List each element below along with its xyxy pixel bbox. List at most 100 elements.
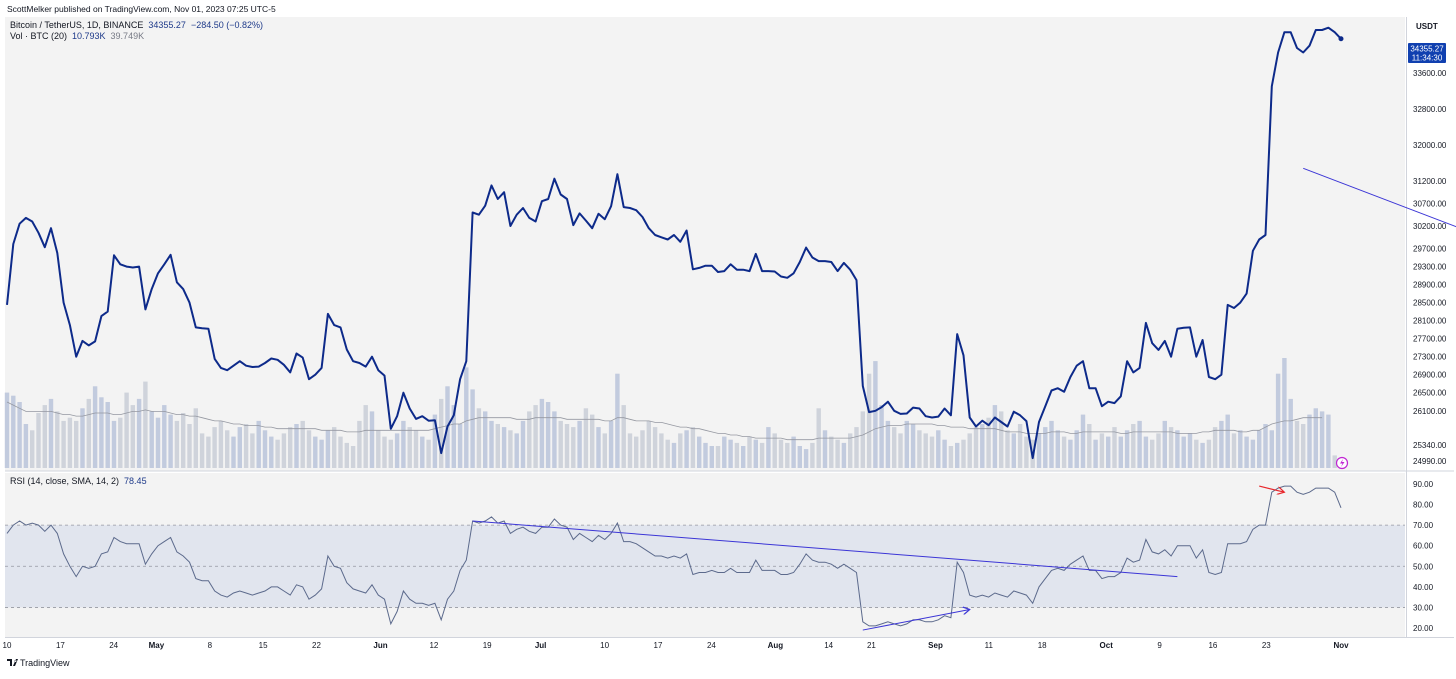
volume-bar	[357, 420, 362, 468]
volume-bar	[111, 420, 117, 468]
volume-bar	[275, 439, 280, 468]
volume-bar	[332, 427, 337, 468]
volume-bar	[652, 427, 658, 468]
volume-bar	[394, 433, 400, 468]
volume-bar	[1225, 414, 1230, 468]
volume-bar	[1263, 424, 1268, 468]
volume-bar	[30, 430, 35, 468]
price-tick-label: 25340.00	[1413, 441, 1447, 450]
rsi-line	[6, 485, 1342, 627]
volume-bar	[426, 439, 431, 468]
volume-bar	[162, 405, 167, 468]
volume-bar	[741, 446, 746, 468]
volume-bar	[1288, 398, 1293, 468]
axis-layer: 24990.0025340.0026100.0026500.0026900.00…	[3, 69, 1447, 650]
volume-bar	[17, 402, 22, 468]
volume-bar	[848, 433, 853, 468]
volume-bar	[464, 367, 469, 468]
price-tick-label: 32800.00	[1413, 105, 1447, 114]
price-tick-label: 29700.00	[1413, 245, 1447, 254]
volume-bar	[74, 420, 79, 468]
volume-bar	[980, 424, 985, 468]
rsi-tick-label: 90.00	[1413, 480, 1434, 489]
volume-bar	[810, 442, 815, 468]
time-tick-label: Oct	[1100, 641, 1114, 650]
price-change: −284.50 (−0.82%)	[191, 20, 263, 30]
price-tick-label: 26500.00	[1413, 389, 1447, 398]
volume-bar	[527, 411, 532, 468]
volume-bar	[237, 427, 242, 468]
volume-ma-line	[6, 401, 1323, 441]
volume-bar	[1231, 433, 1237, 468]
volume-bar	[118, 417, 123, 468]
price-trendline	[1303, 167, 1456, 228]
volume-bar	[388, 439, 393, 468]
volume-bar	[55, 411, 60, 468]
volume-bar	[1275, 373, 1281, 468]
volume-bar	[432, 414, 438, 468]
volume-bar	[892, 427, 897, 468]
volume-bar	[1080, 414, 1086, 468]
price-line	[6, 26, 1342, 460]
publisher-line: ScottMelker published on TradingView.com…	[7, 4, 276, 14]
volume-bar	[1206, 439, 1212, 468]
volume-bar	[439, 398, 444, 468]
volume-bar	[350, 446, 356, 468]
volume-bar	[697, 436, 702, 468]
volume-bar	[1181, 436, 1186, 468]
volume-bar	[772, 433, 777, 468]
volume-bar	[1036, 433, 1042, 468]
price-tick-label: 26900.00	[1413, 371, 1447, 380]
volume-bar	[206, 436, 211, 468]
volume-bar	[621, 405, 626, 468]
volume-bar	[898, 433, 903, 468]
volume-bar	[300, 420, 305, 468]
rsi-tick-label: 70.00	[1413, 521, 1434, 530]
volume-bar	[1093, 439, 1098, 468]
volume-bar	[470, 389, 475, 468]
volume-bar	[256, 420, 261, 468]
volume-bar	[136, 398, 142, 468]
volume-bar	[149, 411, 154, 468]
volume-bar	[791, 436, 796, 468]
volume-bar	[225, 430, 230, 468]
volume-bar	[1244, 436, 1249, 468]
volume-bar	[1294, 420, 1300, 468]
volume-bar	[281, 433, 287, 468]
volume-bar	[904, 420, 909, 468]
volume-bar	[187, 424, 192, 468]
volume-bar	[495, 424, 500, 468]
currency-badge[interactable]: USDT	[1416, 22, 1438, 31]
last-price-badge-countdown: 11:34:30	[1412, 54, 1443, 63]
time-tick-label: 10	[3, 641, 12, 650]
rsi-trendline	[472, 520, 1178, 578]
price-tick-label: 26100.00	[1413, 407, 1447, 416]
volume-bar	[1043, 427, 1048, 468]
volume-bar	[948, 446, 954, 468]
volume-bar	[181, 413, 186, 468]
symbol-name: Bitcoin / TetherUS, 1D, BINANCE	[10, 20, 143, 30]
tradingview-logo-text: TradingView	[20, 658, 70, 668]
volume-bar	[1068, 439, 1073, 468]
alert-icon[interactable]	[1335, 456, 1349, 470]
price-tick-label: 27700.00	[1413, 335, 1447, 344]
volume-bar	[86, 398, 91, 468]
volume-bar	[564, 424, 570, 468]
volume-bar	[61, 420, 66, 468]
tradingview-logo[interactable]: TradingView	[7, 658, 70, 668]
time-tick-label: 10	[600, 641, 609, 650]
volume-bar	[269, 436, 274, 468]
volume-bar	[671, 442, 677, 468]
rsi-tick-label: 50.00	[1413, 562, 1434, 571]
time-tick-label: Jul	[535, 641, 547, 650]
price-tick-label: 28900.00	[1413, 281, 1447, 290]
volume-bar	[1282, 358, 1287, 468]
volume-bar	[476, 408, 482, 468]
volume-bar	[514, 433, 519, 468]
volume-bar	[986, 417, 991, 468]
time-tick-label: 19	[483, 641, 492, 650]
volume-bar	[508, 430, 513, 468]
volume-bar	[1106, 436, 1111, 468]
volume-bar	[1055, 430, 1060, 468]
